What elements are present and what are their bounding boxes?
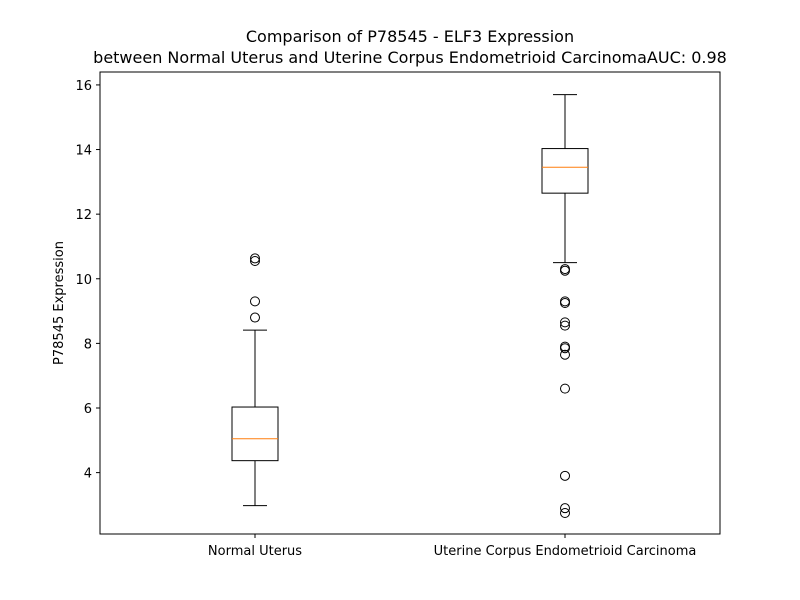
box-group <box>231 253 279 507</box>
box-group <box>541 94 589 518</box>
chart-axes: 4 6 8 10 12 14 16 Normal Uterus Uterine Corpus E… <box>75 79 696 559</box>
outlier-point <box>560 317 570 328</box>
x-tick-label: Normal Uterus <box>208 544 302 559</box>
y-tick-label: 8 <box>84 337 92 352</box>
y-tick-label: 16 <box>75 79 92 94</box>
y-axis-label: P78545 Expression <box>52 241 67 365</box>
plot-frame <box>99 71 721 535</box>
y-tick-label: 6 <box>84 402 92 417</box>
outlier-point <box>560 470 570 481</box>
chart-title-line-2: between Normal Uterus and Uterine Corpus… <box>93 48 727 67</box>
iqr-box <box>231 406 279 462</box>
outlier-point <box>250 296 260 307</box>
iqr-box <box>541 148 589 194</box>
chart-title-line-1: Comparison of P78545 - ELF3 Expression <box>245 27 575 46</box>
outlier-point <box>560 343 570 354</box>
y-tick-label: 12 <box>75 208 92 223</box>
outlier-point <box>250 253 260 264</box>
outlier-point <box>560 320 570 331</box>
outlier-point <box>560 503 570 514</box>
outlier-point <box>560 349 570 360</box>
y-tick-label: 4 <box>84 467 92 482</box>
outlier-point <box>560 383 570 394</box>
chart-marks <box>231 94 589 518</box>
y-tick-label: 14 <box>75 144 92 159</box>
outlier-point <box>560 298 570 308</box>
y-tick-label: 10 <box>75 273 92 288</box>
plot-area <box>100 72 720 534</box>
x-tick-label: Uterine Corpus Endometrioid Carcinoma <box>434 544 697 559</box>
outlier-point <box>250 256 260 266</box>
outlier-point <box>560 508 570 518</box>
outlier-point <box>250 312 260 323</box>
outlier-point <box>560 265 570 276</box>
